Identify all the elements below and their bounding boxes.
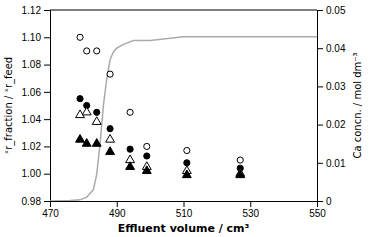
axis-line xyxy=(44,11,51,202)
tick: 0.02 xyxy=(317,119,346,130)
x-axis-title: Effluent volume / cm³ xyxy=(118,222,250,235)
point xyxy=(106,134,115,142)
tick-label: 1.10 xyxy=(22,32,42,43)
point xyxy=(84,48,90,54)
point xyxy=(94,109,100,115)
axis-line xyxy=(51,202,318,208)
tick-mark xyxy=(317,10,323,11)
y-axis: 0.98 1.00 1.02 1.04 1.06 1.08 1.10 1.12 xyxy=(22,5,51,207)
plot: 470 490 510 530 550 0.98 1.00 1.02 1.04 1.06 1.08 1… xyxy=(22,5,346,219)
tick-mark xyxy=(44,119,50,120)
tick-mark xyxy=(317,201,323,202)
point xyxy=(107,71,113,77)
point xyxy=(182,170,191,178)
tick-label: 490 xyxy=(109,208,126,219)
tick-label: 1.00 xyxy=(22,168,42,179)
tick-mark xyxy=(44,201,50,202)
tick: 0 xyxy=(317,196,332,207)
tick: 1.04 xyxy=(22,114,50,125)
tick: 0.04 xyxy=(317,43,346,54)
point xyxy=(76,134,85,142)
tick-label: 0.01 xyxy=(326,158,346,169)
tick-mark xyxy=(44,37,50,38)
tick-mark xyxy=(44,65,50,66)
tick-mark xyxy=(44,146,50,147)
marks xyxy=(50,34,317,201)
tick: 0.05 xyxy=(317,5,346,16)
tick: 0.01 xyxy=(317,158,346,169)
tick-label: 0.05 xyxy=(326,5,346,16)
tick-mark xyxy=(317,48,323,49)
point xyxy=(127,146,133,152)
tick-label: 0.02 xyxy=(326,119,346,130)
tick: 0.98 xyxy=(22,196,50,207)
y2-axis: 0 0.01 0.02 0.03 0.04 0.05 xyxy=(317,5,346,207)
point xyxy=(82,139,91,147)
point xyxy=(92,117,101,125)
tick-mark xyxy=(44,10,50,11)
tick-mark xyxy=(44,92,50,93)
axis-line xyxy=(318,11,324,202)
tick-mark xyxy=(184,201,185,207)
tick-label: 1.02 xyxy=(22,141,42,152)
tick: 490 xyxy=(109,201,126,219)
tick: 1.00 xyxy=(22,168,50,179)
point xyxy=(144,143,150,149)
tick: 0.03 xyxy=(317,81,346,92)
tick: 1.08 xyxy=(22,59,50,70)
line xyxy=(50,37,317,201)
point xyxy=(236,170,245,178)
tick-mark xyxy=(317,125,323,126)
point xyxy=(184,147,190,153)
tick-label: 510 xyxy=(176,208,193,219)
tick-label: 530 xyxy=(242,208,259,219)
tick-label: 1.08 xyxy=(22,59,42,70)
point xyxy=(127,109,133,115)
point xyxy=(94,48,100,54)
point xyxy=(107,126,113,132)
frame xyxy=(50,10,317,11)
tick-label: 1.06 xyxy=(22,87,42,98)
point xyxy=(77,34,83,40)
tick: 1.10 xyxy=(22,32,50,43)
point xyxy=(142,166,151,174)
tick-mark xyxy=(44,174,50,175)
chart: 470 490 510 530 550 0.98 1.00 1.02 1.04 1.06 1.08 1… xyxy=(0,0,369,237)
tick-label: 550 xyxy=(309,208,326,219)
tick-label: 0 xyxy=(326,196,332,207)
tick: 1.02 xyxy=(22,141,50,152)
tick-label: 0.04 xyxy=(326,43,346,54)
tick-label: 1.04 xyxy=(22,114,42,125)
tick-label: 1.12 xyxy=(22,5,42,16)
point xyxy=(106,147,115,155)
tick-label: 470 xyxy=(42,208,59,219)
tick-label: 0.03 xyxy=(326,81,346,92)
point xyxy=(126,162,135,170)
tick: 1.12 xyxy=(22,5,50,16)
y-axis-title: ˣr_fraction / ˣr_feed xyxy=(3,57,15,154)
y2-axis-title: Ca concn. / mol dm⁻³ xyxy=(352,52,363,158)
tick: 470 xyxy=(42,201,59,219)
tick-mark xyxy=(250,201,251,207)
point xyxy=(77,96,83,102)
tick: 1.06 xyxy=(22,87,50,98)
tick: 550 xyxy=(309,201,326,219)
point xyxy=(82,107,91,115)
tick-mark xyxy=(117,201,118,207)
point xyxy=(237,157,243,163)
x-axis: 470 490 510 530 550 xyxy=(42,201,326,219)
point xyxy=(92,139,101,147)
tick-mark xyxy=(317,163,323,164)
point xyxy=(144,153,150,159)
tick: 530 xyxy=(242,201,259,219)
tick-mark xyxy=(317,86,323,87)
tick: 510 xyxy=(176,201,193,219)
tick-label: 0.98 xyxy=(22,196,42,207)
